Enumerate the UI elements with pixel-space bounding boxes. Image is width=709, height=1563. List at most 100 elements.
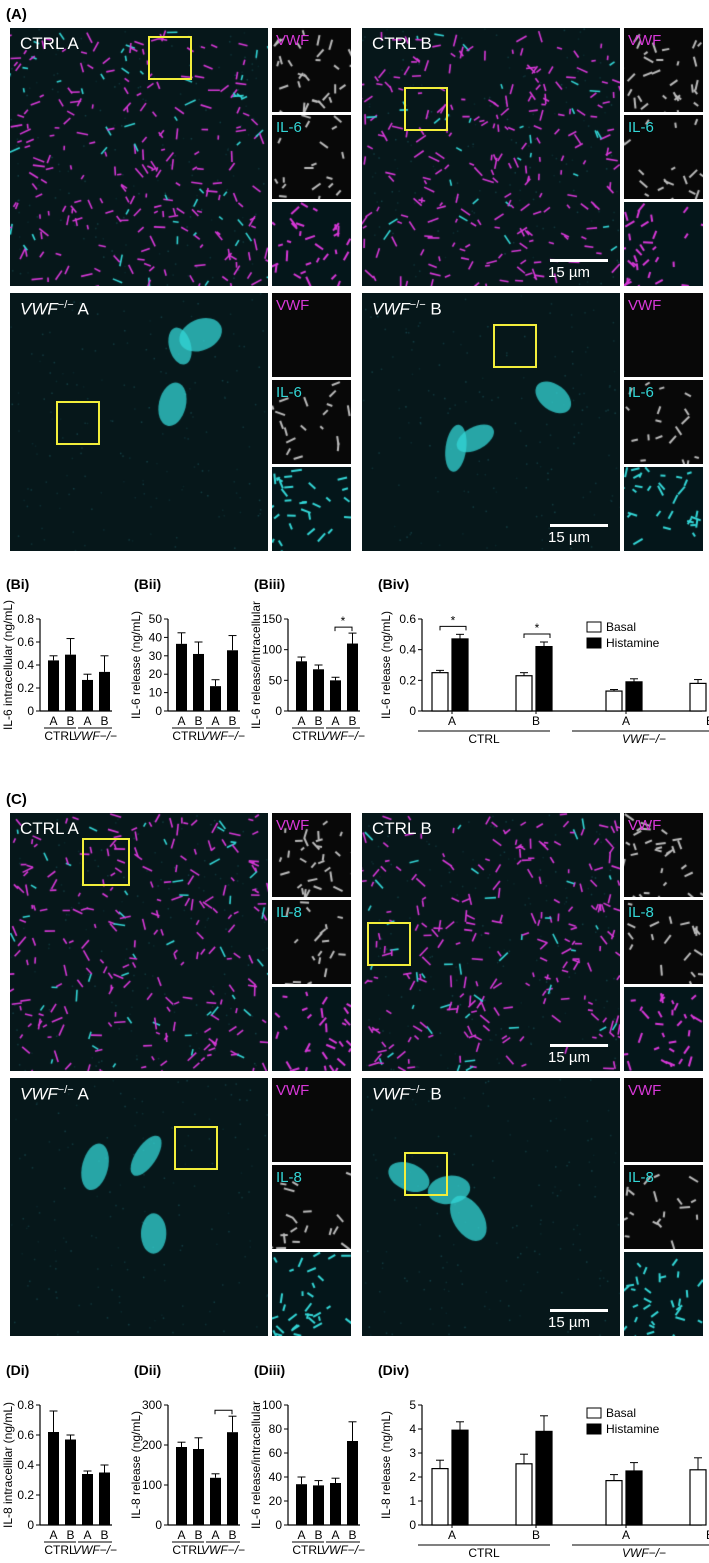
x-tick-label: A bbox=[297, 1528, 305, 1542]
x-tick-label: A bbox=[49, 714, 57, 728]
inset-il: IL-6 bbox=[624, 115, 703, 199]
micrograph-texture bbox=[10, 813, 268, 1071]
x-tick-label: B bbox=[348, 714, 356, 728]
bar-histamine bbox=[535, 1430, 553, 1526]
y-axis-label: IL-6 release (ng/mL) bbox=[129, 611, 143, 719]
bar bbox=[210, 1477, 221, 1525]
bar bbox=[296, 1484, 307, 1525]
x-tick-label: A bbox=[211, 1528, 219, 1542]
roi-box bbox=[404, 87, 448, 131]
inset-texture bbox=[624, 1165, 703, 1249]
label-sup: −/− bbox=[57, 1084, 74, 1096]
x-tick-label: A bbox=[177, 1528, 185, 1542]
group-label: CTRL bbox=[44, 1543, 76, 1557]
chart-panel-label: (Diii) bbox=[254, 1362, 285, 1378]
inset-il: IL-8 bbox=[272, 1165, 351, 1249]
x-tick-label: B bbox=[532, 1528, 540, 1542]
roi-box bbox=[148, 36, 192, 80]
y-tick-label: 20 bbox=[269, 1494, 283, 1508]
micrograph-C-ctrlA: CTRL A bbox=[10, 813, 268, 1071]
micrograph-label: CTRL B bbox=[372, 34, 432, 53]
scale-label: 15 µm bbox=[548, 1049, 590, 1066]
inset-texture bbox=[272, 813, 351, 897]
y-tick-label: 0 bbox=[27, 704, 34, 718]
y-tick-label: 100 bbox=[142, 1478, 162, 1492]
inset-label: VWF bbox=[276, 1082, 310, 1099]
inset-vwf: VWF bbox=[272, 813, 351, 897]
inset-merge bbox=[624, 1252, 703, 1336]
x-tick-label: A bbox=[83, 714, 91, 728]
label-gene: VWF bbox=[372, 1084, 410, 1104]
bar-basal bbox=[515, 675, 533, 712]
inset-il: IL-8 bbox=[272, 900, 351, 984]
inset-texture bbox=[624, 293, 703, 377]
scale-bar bbox=[550, 524, 608, 527]
y-tick-label: 40 bbox=[269, 1470, 283, 1484]
bar-histamine bbox=[535, 645, 553, 712]
bar-histamine bbox=[451, 1429, 469, 1526]
y-tick-label: 200 bbox=[142, 1438, 162, 1452]
bar-basal bbox=[605, 1479, 623, 1526]
x-tick-label: B bbox=[100, 714, 108, 728]
label-sup: −/− bbox=[409, 299, 426, 311]
inset-vwf: VWF bbox=[624, 293, 703, 377]
group-label: CTRL bbox=[44, 729, 76, 743]
legend-label: Histamine bbox=[606, 1422, 660, 1436]
group-label: VWF−/− bbox=[201, 729, 245, 743]
y-axis-label: IL-6 release (ng/mL) bbox=[379, 611, 393, 719]
inset-merge bbox=[272, 202, 351, 286]
inset-label: VWF bbox=[276, 817, 310, 834]
y-tick-label: 0 bbox=[409, 1518, 416, 1532]
y-tick-label: 0 bbox=[275, 1518, 282, 1532]
panel-label-a: (A) bbox=[6, 6, 27, 23]
y-tick-label: 0.2 bbox=[17, 681, 34, 695]
y-tick-label: 0 bbox=[155, 704, 162, 718]
sig-bracket bbox=[523, 633, 551, 638]
chart-panel-label: (Di) bbox=[6, 1362, 29, 1378]
legend-swatch bbox=[586, 621, 602, 633]
y-tick-label: 100 bbox=[262, 1398, 282, 1412]
inset-vwf: VWF bbox=[272, 1078, 351, 1162]
y-tick-label: 4 bbox=[409, 1422, 416, 1436]
bar bbox=[193, 653, 204, 711]
group-label: VWF−/− bbox=[321, 729, 365, 743]
group-label: CTRL bbox=[172, 1543, 204, 1557]
chart-panel-label: (Bi) bbox=[6, 576, 29, 592]
x-tick-label: A bbox=[622, 1528, 630, 1542]
group-label: CTRL bbox=[172, 729, 204, 743]
micrograph-label: CTRL B bbox=[372, 819, 432, 838]
inset-texture bbox=[624, 1078, 703, 1162]
y-tick-label: 0.8 bbox=[17, 1398, 34, 1412]
inset-il: IL-6 bbox=[272, 380, 351, 464]
x-tick-label: A bbox=[448, 1528, 456, 1542]
inset-merge bbox=[624, 987, 703, 1071]
inset-texture bbox=[624, 380, 703, 464]
bar bbox=[82, 679, 93, 711]
inset-label: IL-6 bbox=[276, 119, 302, 136]
y-tick-label: 10 bbox=[149, 686, 163, 700]
y-tick-label: 80 bbox=[269, 1422, 283, 1436]
bar bbox=[347, 1441, 358, 1525]
y-tick-label: 0 bbox=[27, 1518, 34, 1532]
inset-label: IL-8 bbox=[628, 904, 654, 921]
y-tick-label: 5 bbox=[409, 1398, 416, 1412]
x-tick-label: B bbox=[706, 714, 709, 728]
bar-basal bbox=[431, 1467, 449, 1526]
inset-label: VWF bbox=[276, 297, 310, 314]
inset-texture bbox=[624, 1252, 703, 1336]
inset-label: IL-8 bbox=[276, 904, 302, 921]
y-tick-label: 0.4 bbox=[17, 658, 34, 672]
x-tick-label: B bbox=[66, 714, 74, 728]
label-suffix: A bbox=[73, 299, 89, 319]
label-gene: VWF bbox=[372, 299, 410, 319]
micrograph-texture bbox=[362, 1078, 620, 1336]
y-tick-label: 20 bbox=[149, 667, 163, 681]
group-label: VWF−/− bbox=[73, 729, 117, 743]
y-tick-label: 3 bbox=[409, 1446, 416, 1460]
roi-box bbox=[367, 922, 411, 966]
bar bbox=[296, 661, 307, 711]
y-tick-label: 0 bbox=[275, 704, 282, 718]
roi-box bbox=[404, 1152, 448, 1196]
bar bbox=[82, 1474, 93, 1525]
